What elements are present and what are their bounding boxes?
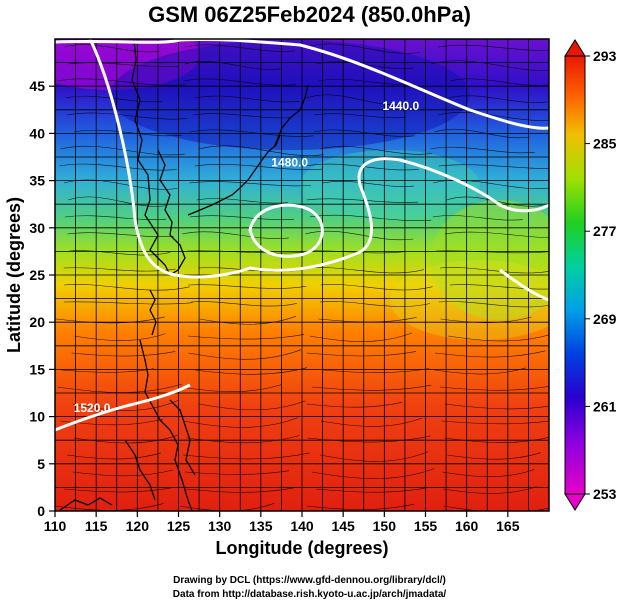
y-tick-label: 25 <box>29 267 45 283</box>
colorbar-ticks: 253 261 269 277 285 293 <box>585 48 617 502</box>
colorbar-bottom-arrow <box>565 494 585 510</box>
x-tick-label: 145 <box>331 518 355 534</box>
y-tick-label: 35 <box>29 173 45 189</box>
x-tick-label: 160 <box>455 518 479 534</box>
colorbar: 253 261 269 277 285 293 <box>565 40 617 510</box>
map-figure: 1440.0 1480.0 1520.0 110 115 120 125 130 135 140… <box>0 0 619 605</box>
y-axis-ticks: 0 5 10 15 20 25 30 35 40 45 <box>29 78 55 519</box>
x-axis-label: Longitude (degrees) <box>215 538 388 558</box>
y-axis-label: Latitude (degrees) <box>4 197 24 353</box>
credit-data-source: Data from http://database.rish.kyoto-u.a… <box>0 589 619 600</box>
contour-label: 1520.0 <box>74 401 111 415</box>
x-tick-label: 165 <box>496 518 520 534</box>
x-tick-label: 115 <box>85 518 108 534</box>
x-tick-label: 125 <box>167 518 191 534</box>
lat-lon-grid <box>55 39 549 511</box>
x-tick-label: 140 <box>290 518 314 534</box>
plot-area: 1440.0 1480.0 1520.0 <box>20 20 573 513</box>
y-tick-label: 5 <box>37 456 45 472</box>
y-tick-label: 20 <box>29 314 45 330</box>
colorbar-tick-label: 277 <box>593 223 617 239</box>
x-tick-label: 150 <box>373 518 397 534</box>
colorbar-top-arrow <box>565 40 585 56</box>
colorbar-tick-label: 253 <box>593 486 617 502</box>
contour-label: 1440.0 <box>382 99 419 113</box>
x-tick-label: 135 <box>249 518 273 534</box>
contour-label: 1480.0 <box>271 155 308 169</box>
y-tick-label: 45 <box>29 78 45 94</box>
x-tick-label: 110 <box>44 518 67 534</box>
x-tick-label: 130 <box>208 518 232 534</box>
y-tick-label: 15 <box>29 361 45 377</box>
y-tick-label: 0 <box>37 503 45 519</box>
cool-pool <box>300 150 480 220</box>
x-axis-ticks: 110 115 120 125 130 135 140 145 150 155 160 165 <box>44 511 520 534</box>
y-tick-label: 30 <box>29 220 45 236</box>
y-tick-label: 40 <box>29 125 45 141</box>
colorbar-tick-label: 269 <box>593 311 617 327</box>
colorbar-tick-label: 293 <box>593 48 617 64</box>
colorbar-scale <box>565 56 585 494</box>
y-tick-label: 10 <box>29 409 45 425</box>
credit-drawing: Drawing by DCL (https://www.gfd-dennou.o… <box>0 575 619 586</box>
colorbar-tick-label: 285 <box>593 136 617 152</box>
x-tick-label: 155 <box>414 518 438 534</box>
x-tick-label: 120 <box>126 518 150 534</box>
colorbar-tick-label: 261 <box>593 398 617 414</box>
